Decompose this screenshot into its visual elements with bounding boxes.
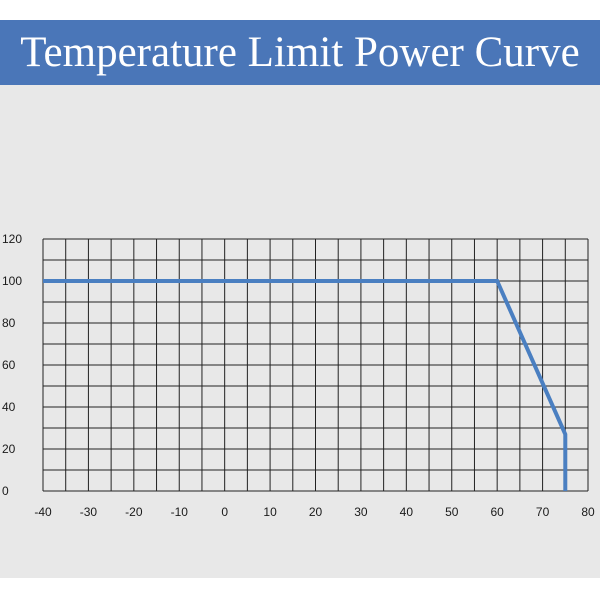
y-tick-label-6: 120 [2,232,22,246]
x-tick-label-6: 20 [309,505,323,519]
x-tick-label-11: 70 [536,505,550,519]
chart-panel [0,85,600,578]
x-tick-label-0: -40 [34,505,52,519]
x-tick-label-7: 30 [354,505,368,519]
y-tick-label-4: 80 [2,316,16,330]
x-tick-label-9: 50 [445,505,459,519]
y-axis-tick-labels: 0 20 40 60 80 100 120 [2,232,22,498]
page-title: Temperature Limit Power Curve [20,29,580,76]
x-axis-tick-labels: -40 -30 -20 -10 0 10 20 30 40 50 60 70 80 [34,505,595,519]
x-tick-label-3: -10 [171,505,189,519]
bottom-strip [0,578,600,600]
y-tick-label-2: 40 [2,400,16,414]
y-tick-label-1: 20 [2,442,16,456]
x-tick-label-10: 60 [490,505,504,519]
grid-lines [42,238,589,492]
x-tick-label-4: 0 [221,505,228,519]
y-tick-label-5: 100 [2,274,22,288]
x-tick-label-12: 80 [581,505,595,519]
x-tick-label-2: -20 [125,505,143,519]
series-line-0 [43,279,568,491]
x-tick-label-5: 10 [263,505,277,519]
y-tick-label-3: 60 [2,358,16,372]
x-tick-label-8: 40 [400,505,414,519]
series-layer [43,279,568,491]
title-bar: Temperature Limit Power Curve [0,20,600,85]
y-tick-label-0: 0 [2,484,9,498]
x-tick-label-1: -30 [80,505,98,519]
